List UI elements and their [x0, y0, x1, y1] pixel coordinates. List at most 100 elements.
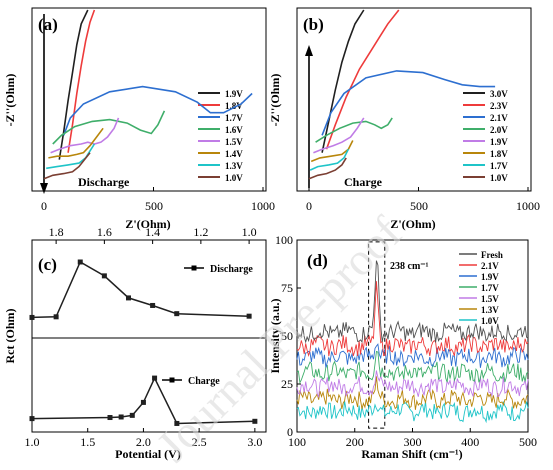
panel-c-charge-point-3 — [129, 412, 135, 418]
panel-b-series-2 — [321, 70, 496, 136]
panel-c-top-frame — [31, 239, 267, 339]
panel-b-legend-label-5: 1.8V — [490, 149, 508, 159]
panel-c-charge-point-0 — [29, 416, 35, 422]
panel-c-bottom-tick-3: 2.5 — [192, 435, 207, 449]
panel-d-series-2 — [296, 343, 529, 368]
panel-a-legend-label-2: 1.7V — [225, 113, 243, 123]
panel-a-label: (a) — [38, 15, 58, 34]
panel-c-discharge-point-6 — [174, 311, 180, 317]
panel-c-bottom-tick-4: 3.0 — [247, 435, 262, 449]
panel-b: (b) Charge Z'(Ohm) -Z''(Ohm) 0 500 1000 — [268, 7, 540, 231]
panel-a-series-5 — [48, 127, 104, 159]
panel-a-legend-label-4: 1.5V — [225, 137, 243, 147]
panel-b-series-3 — [315, 117, 393, 143]
panel-b-xtick-0: 0 — [306, 199, 312, 213]
panel-a-annotation: Discharge — [78, 175, 130, 189]
panel-a-series-2 — [62, 85, 253, 136]
panel-c-discharge-point-1 — [53, 314, 59, 320]
panel-b-xtick-2: 1000 — [516, 199, 540, 213]
panel-d-xtick-3: 400 — [461, 435, 479, 449]
panel-c-bottom-tick-1: 1.5 — [80, 435, 95, 449]
panel-d-xtick-0: 100 — [288, 435, 306, 449]
panel-b-arrow-head — [305, 45, 313, 56]
panel-d-xlabel: Raman Shift (cm⁻¹) — [361, 447, 462, 461]
panel-b-ylabel: -Z''(Ohm) — [268, 74, 282, 127]
panel-a-xtick-1: 500 — [145, 199, 163, 213]
panel-a-xlabel: Z'(Ohm) — [125, 217, 170, 231]
panel-a-frame — [31, 7, 267, 192]
panel-b-xlabel: Z'(Ohm) — [390, 217, 435, 231]
panel-c-discharge-point-3 — [101, 273, 107, 279]
panel-a-xtick-0: 0 — [41, 199, 47, 213]
panel-c-charge-point-1 — [107, 415, 113, 421]
panel-d-series-0 — [296, 260, 529, 344]
panel-c-charge-legend-label: Charge — [188, 376, 220, 387]
panel-b-label: (b) — [303, 15, 324, 34]
panel-d-series-4 — [296, 370, 529, 399]
panel-d-legend-label-5: 1.3V — [481, 305, 499, 315]
panel-c-xlabel: Potential (V) — [115, 447, 181, 461]
panel-d-legend-label-4: 1.5V — [481, 294, 499, 304]
panel-a-legend-label-0: 1.9V — [225, 89, 243, 99]
panel-b-legend-label-6: 1.7V — [490, 161, 508, 171]
panel-d-ytick-1: 25 — [281, 377, 293, 391]
panel-a-series-6 — [46, 143, 96, 170]
panel-a: (a) Discharge Z'(Ohm) -Z''(Ohm) 0 500 10… — [3, 7, 275, 231]
panel-d-xtick-2: 300 — [404, 435, 422, 449]
panel-d-legend-label-0: Fresh — [481, 250, 503, 260]
panel-c-charge-point-4 — [140, 399, 146, 405]
panel-c-discharge-point-0 — [29, 314, 35, 320]
panel-a-ylabel: -Z''(Ohm) — [3, 74, 17, 127]
panel-d-series-5 — [296, 376, 529, 410]
panel-c-top-tick-3: 1.2 — [193, 225, 208, 239]
panel-c-label: (c) — [38, 255, 57, 274]
panel-d-label: (d) — [307, 251, 328, 270]
panel-b-annotation: Charge — [344, 175, 383, 189]
panel-d-series-1 — [296, 281, 529, 358]
panel-a-legend-label-6: 1.3V — [225, 161, 243, 171]
panel-c-charge-point-7 — [252, 418, 258, 424]
panel-c-discharge-point-4 — [125, 295, 131, 301]
panel-a-legend-label-7: 1.0V — [225, 173, 243, 183]
panel-a-series-3 — [52, 110, 166, 145]
panel-d-annotation: 238 cm⁻¹ — [390, 261, 429, 272]
panel-d-legend-label-1: 2.1V — [481, 261, 499, 271]
panel-c-charge-point-2 — [118, 414, 124, 420]
panel-d-ytick-3: 75 — [281, 281, 293, 295]
panel-a-legend-label-1: 1.8V — [225, 101, 243, 111]
panel-d-xtick-4: 500 — [519, 435, 537, 449]
panel-c-top-tick-4: 1.0 — [242, 225, 257, 239]
panel-b-series-6 — [309, 148, 350, 171]
panel-d-xtick-1: 200 — [346, 435, 364, 449]
panel-b-series-0 — [321, 9, 365, 153]
panel-c-top-tick-0: 1.8 — [49, 225, 64, 239]
panel-c-charge-point-6 — [174, 420, 180, 426]
panel-c: (c) Potential (V) Rct (Ohm) — [3, 239, 267, 461]
panel-c-ylabel: Rct (Ohm) — [3, 309, 17, 364]
panel-d-series-6 — [296, 400, 529, 424]
panel-b-series-7 — [308, 157, 347, 180]
panel-c-discharge-point-7 — [246, 313, 252, 319]
panel-b-xtick-1: 500 — [410, 199, 428, 213]
panel-c-discharge-point-5 — [150, 302, 156, 308]
panel-b-series-4 — [313, 117, 365, 154]
panel-a-series-7 — [43, 152, 91, 180]
panel-c-charge-legend-marker — [169, 377, 175, 383]
panel-d-peak-box — [368, 241, 386, 429]
panel-d-ytick-0: 0 — [287, 425, 293, 439]
panel-b-series-1 — [325, 9, 400, 150]
panel-c-charge-point-5 — [152, 375, 158, 381]
panel-a-series-1 — [67, 9, 96, 153]
panel-c-discharge-point-2 — [77, 259, 83, 265]
panel-b-legend-label-3: 2.0V — [490, 125, 508, 135]
panel-c-discharge-line — [31, 260, 250, 319]
panel-d-series-3 — [296, 350, 529, 385]
panel-c-bottom-tick-2: 2.0 — [136, 435, 151, 449]
panel-b-legend-label-1: 2.3V — [490, 101, 508, 111]
panel-d-legend-label-6: 1.0V — [481, 316, 499, 326]
panel-b-series-5 — [310, 140, 354, 163]
panel-d-ytick-4: 100 — [275, 233, 293, 247]
panel-a-series-0 — [58, 9, 89, 160]
panel-c-bottom-frame — [31, 337, 267, 433]
